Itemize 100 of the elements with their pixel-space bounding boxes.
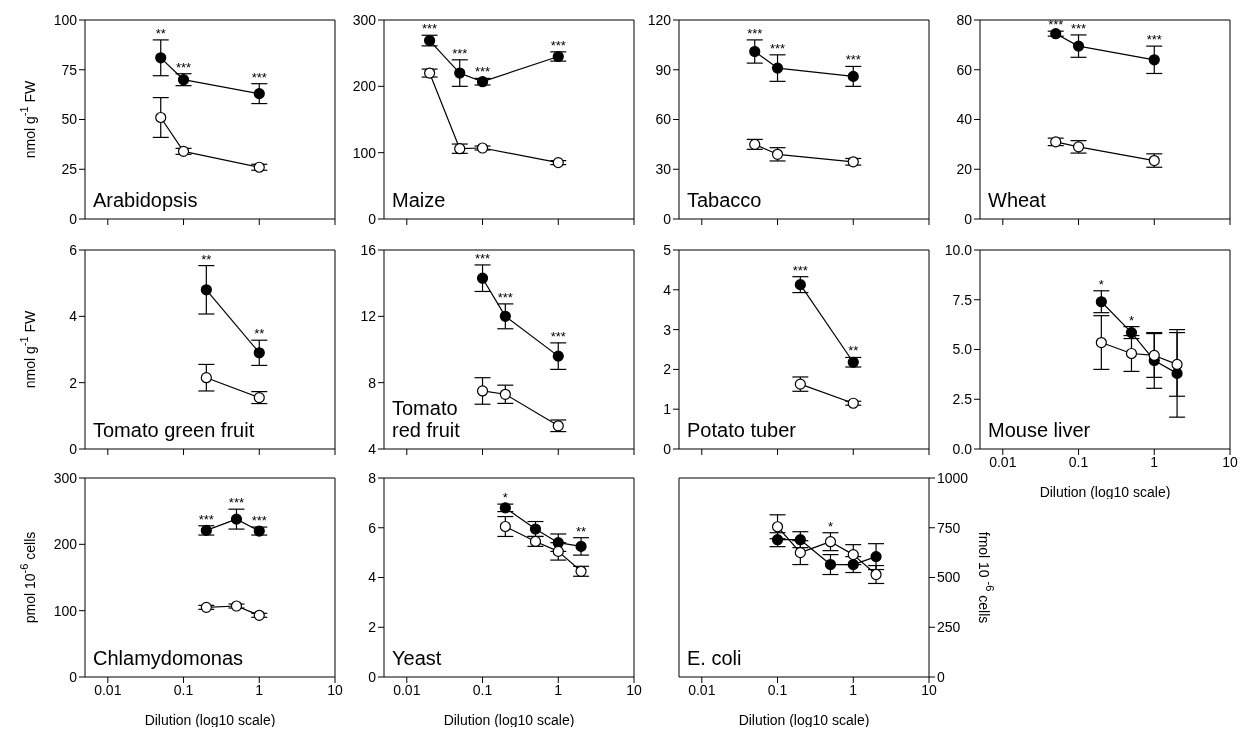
annotation: ** xyxy=(155,25,166,41)
y-tick-label: 120 xyxy=(647,11,672,28)
y-tick-label: 10.0 xyxy=(944,241,973,258)
y-tick-label: 6 xyxy=(69,241,78,258)
y-tick-label: 12 xyxy=(360,308,377,325)
y-tick-label: 0 xyxy=(663,440,672,457)
x-tick-label: 0.1 xyxy=(1068,453,1089,470)
y-tick-label: 80 xyxy=(956,11,973,28)
y-tick-label: 60 xyxy=(956,61,973,78)
y-tick-label: 3 xyxy=(663,321,672,338)
x-tick-label: 0.1 xyxy=(173,681,194,698)
text: Tabacco xyxy=(687,189,762,211)
y-tick-label: 50 xyxy=(61,111,78,128)
y-tick-label: 2 xyxy=(663,361,672,378)
y-tick-label: 200 xyxy=(53,536,78,553)
y-tick-label: 0 xyxy=(663,210,672,227)
annotation: ** xyxy=(201,251,212,267)
y-tick-label: 100 xyxy=(53,602,78,619)
y-tick-label: 500 xyxy=(937,569,961,586)
y-tick-label: 0 xyxy=(69,210,78,227)
y-tick-label: 60 xyxy=(655,111,672,128)
y-tick-label: 100 xyxy=(53,11,78,28)
annotation: *** xyxy=(175,59,192,75)
text: Arabidopsis xyxy=(93,189,198,211)
y-tick-label: 300 xyxy=(352,11,377,28)
y-tick-label: 2 xyxy=(69,374,78,391)
text: Tomato green fruit xyxy=(93,419,255,441)
annotation: *** xyxy=(845,52,861,68)
x-axis-title: Dilution (log10 scale) xyxy=(443,712,575,728)
annotation: ** xyxy=(576,523,587,539)
text: Chlamydomonas xyxy=(93,647,244,669)
x-tick-label: 0.01 xyxy=(688,681,716,698)
y-tick-label: 2.5 xyxy=(952,391,973,408)
annotation: *** xyxy=(251,69,267,85)
y-tick-label: 200 xyxy=(352,78,377,95)
y-tick-label: 8 xyxy=(368,374,377,391)
x-tick-label: 1 xyxy=(849,681,858,698)
annotation: *** xyxy=(198,511,214,527)
x-tick-label: 0.1 xyxy=(767,681,788,698)
y-tick-label: 16 xyxy=(360,241,377,258)
annotation: *** xyxy=(747,25,763,41)
annotation: *** xyxy=(769,40,786,56)
y-tick-label: 0 xyxy=(937,668,945,685)
y-tick-label: 5.0 xyxy=(952,341,973,358)
x-tick-label: 10 xyxy=(1222,453,1238,470)
x-axis-title: Dilution (log10 scale) xyxy=(144,712,276,728)
annotation: *** xyxy=(550,328,566,344)
annotation: *** xyxy=(251,513,267,529)
y-tick-label: 5 xyxy=(663,241,672,258)
annotation: * xyxy=(502,490,508,506)
y-tick-label: 4 xyxy=(69,308,78,325)
y-tick-label: 8 xyxy=(368,469,377,486)
x-tick-label: 0.1 xyxy=(472,681,493,698)
y-tick-label: 6 xyxy=(368,519,377,536)
annotation: *** xyxy=(550,37,566,53)
x-tick-label: 1 xyxy=(554,681,563,698)
y-tick-label: 100 xyxy=(352,144,377,161)
x-tick-label: 1 xyxy=(255,681,264,698)
x-tick-label: 10 xyxy=(626,681,642,698)
y-tick-label: 75 xyxy=(61,61,78,78)
y-tick-label: 0 xyxy=(368,668,377,685)
annotation: *** xyxy=(1070,20,1087,36)
y-tick-label: 0 xyxy=(69,668,78,685)
annotation: *** xyxy=(228,495,245,511)
y-tick-label: 250 xyxy=(937,619,961,636)
annotation: ** xyxy=(254,326,265,342)
x-tick-label: 0.01 xyxy=(94,681,122,698)
y-tick-label: 20 xyxy=(956,161,973,178)
annotation: *** xyxy=(1048,17,1064,33)
text: E. coli xyxy=(687,647,742,669)
annotation: ** xyxy=(848,343,859,359)
x-tick-label: 0.01 xyxy=(989,453,1017,470)
x-tick-label: 10 xyxy=(921,681,937,698)
y-tick-label: 2 xyxy=(368,619,377,636)
annotation: * xyxy=(827,518,833,534)
text: Tomato red fruit xyxy=(392,397,460,441)
x-tick-label: 0.01 xyxy=(393,681,421,698)
annotation: *** xyxy=(474,64,491,80)
text: Yeast xyxy=(392,647,442,669)
text: Wheat xyxy=(988,189,1046,211)
y-tick-label: 4 xyxy=(368,569,377,586)
y-tick-label: 0 xyxy=(368,210,377,227)
annotation: *** xyxy=(1146,32,1162,48)
annotation: *** xyxy=(792,262,808,278)
x-axis-title: Dilution (log10 scale) xyxy=(738,712,870,728)
annotation: *** xyxy=(497,289,513,305)
y-tick-label: 4 xyxy=(368,440,377,457)
text: Potato tuber xyxy=(687,419,796,441)
x-tick-label: 1 xyxy=(1150,453,1159,470)
annotation: *** xyxy=(422,21,438,37)
y-tick-label: 30 xyxy=(655,161,672,178)
text: Mouse liver xyxy=(988,419,1091,441)
x-tick-label: 10 xyxy=(327,681,343,698)
y-tick-label: 750 xyxy=(937,519,961,536)
y-tick-label: 0.0 xyxy=(952,440,973,457)
x-axis-title: Dilution (log10 scale) xyxy=(1039,484,1171,500)
annotation: * xyxy=(1128,312,1134,328)
y-tick-label: 25 xyxy=(61,161,78,178)
y-tick-label: 4 xyxy=(663,281,672,298)
y-tick-label: 7.5 xyxy=(952,291,973,308)
